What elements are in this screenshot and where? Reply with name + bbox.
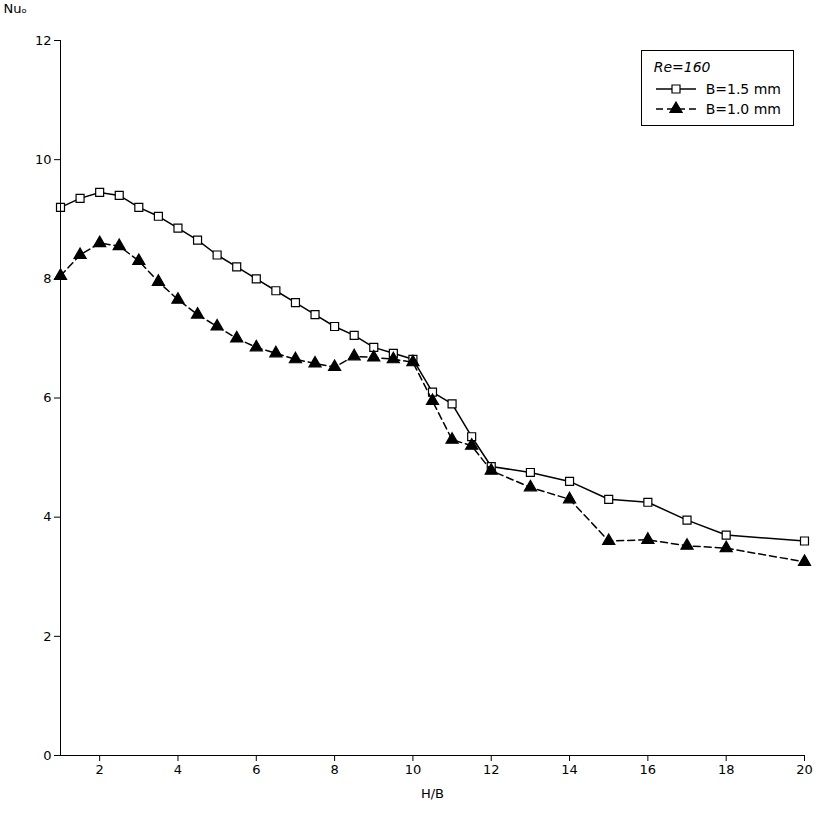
svg-text:12: 12 [35, 33, 52, 48]
svg-text:10: 10 [405, 762, 422, 777]
svg-text:8: 8 [43, 271, 51, 286]
svg-text:4: 4 [43, 509, 51, 524]
html-text:B=1.5 mm: B=1.5 mm [705, 81, 781, 97]
svg-text:4: 4 [174, 762, 182, 777]
html-text:B=1.0 mm: B=1.0 mm [705, 101, 781, 117]
svg-text:18: 18 [718, 762, 735, 777]
svg-text:2: 2 [43, 628, 51, 643]
svg-text:6: 6 [252, 762, 260, 777]
svg-text:20: 20 [796, 762, 813, 777]
svg-text:6: 6 [43, 390, 51, 405]
svg-text:Nuₒ: Nuₒ [4, 1, 27, 16]
svg-text:H/B: H/B [421, 786, 444, 801]
svg-text:0: 0 [43, 748, 51, 763]
svg-text:10: 10 [35, 152, 52, 167]
html-text:Re=160: Re=160 [653, 59, 711, 75]
svg-text:8: 8 [330, 762, 338, 777]
svg-text:12: 12 [483, 762, 500, 777]
svg-text:14: 14 [561, 762, 578, 777]
svg-text:2: 2 [96, 762, 104, 777]
svg-text:16: 16 [640, 762, 657, 777]
